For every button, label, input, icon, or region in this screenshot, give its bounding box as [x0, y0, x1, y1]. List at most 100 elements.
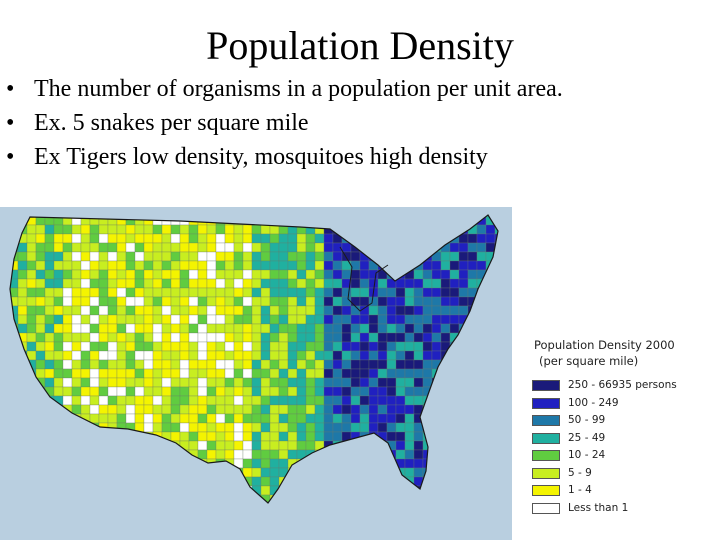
county-tile — [368, 224, 379, 235]
county-tile — [134, 278, 145, 289]
county-tile — [134, 386, 145, 397]
county-tile — [233, 422, 244, 433]
county-tile — [495, 522, 504, 531]
county-tile — [458, 278, 469, 289]
legend-item: 25 - 49 — [532, 432, 720, 445]
county-tile — [252, 522, 261, 531]
county-tile — [377, 305, 388, 316]
county-tile — [161, 476, 172, 487]
county-tile — [152, 350, 163, 361]
county-tile — [162, 522, 171, 531]
county-tile — [467, 242, 478, 253]
county-tile — [323, 233, 334, 244]
county-tile — [422, 332, 433, 343]
county-tile — [243, 531, 252, 540]
county-tile — [450, 513, 459, 522]
county-tile — [143, 413, 154, 424]
county-tile — [485, 278, 496, 289]
county-tile — [269, 233, 280, 244]
county-tile — [134, 359, 145, 370]
county-tile — [377, 377, 388, 388]
county-tile — [53, 422, 64, 433]
county-tile — [188, 278, 199, 289]
county-tile — [251, 251, 262, 262]
county-tile — [386, 305, 397, 316]
county-tile — [179, 350, 190, 361]
county-tile — [422, 323, 433, 334]
county-tile — [71, 359, 82, 370]
county-tile — [98, 359, 109, 370]
bullet-item: • The number of organisms in a populatio… — [0, 72, 720, 106]
county-tile — [216, 522, 225, 531]
county-tile — [170, 296, 181, 307]
county-tile — [62, 314, 73, 325]
county-tile — [395, 296, 406, 307]
county-tile — [98, 251, 109, 262]
county-tile — [189, 531, 198, 540]
county-tile — [494, 278, 498, 289]
county-tile — [206, 386, 217, 397]
county-tile — [35, 215, 46, 217]
county-tile — [98, 476, 109, 487]
county-tile — [440, 296, 451, 307]
county-tile — [224, 395, 235, 406]
county-tile — [350, 215, 361, 217]
county-tile — [161, 341, 172, 352]
county-tile — [107, 395, 118, 406]
county-tile — [350, 404, 361, 415]
county-tile — [116, 215, 127, 217]
bullet-symbol: • — [6, 110, 15, 136]
county-tile — [278, 269, 289, 280]
county-tile — [341, 395, 352, 406]
county-tile — [341, 485, 352, 496]
county-tile — [98, 269, 109, 280]
county-tile — [504, 333, 512, 342]
county-tile — [386, 413, 397, 424]
county-tile — [296, 287, 307, 298]
county-tile — [161, 350, 172, 361]
county-tile — [161, 260, 172, 271]
county-tile — [107, 359, 118, 370]
county-tile — [125, 341, 136, 352]
county-tile — [242, 296, 253, 307]
county-tile — [467, 215, 478, 217]
county-tile — [233, 296, 244, 307]
county-tile — [494, 296, 498, 307]
county-tile — [152, 440, 163, 451]
county-tile — [80, 386, 91, 397]
county-tile — [269, 341, 280, 352]
county-tile — [215, 305, 226, 316]
county-tile — [405, 531, 414, 540]
county-tile — [288, 531, 297, 540]
county-tile — [485, 431, 496, 442]
county-tile — [53, 476, 64, 487]
bullet-item: • Ex. 5 snakes per square mile — [0, 106, 720, 140]
county-tile — [494, 242, 498, 253]
county-tile — [485, 350, 496, 361]
county-tile — [449, 395, 460, 406]
county-tile — [251, 395, 262, 406]
county-tile — [89, 449, 100, 460]
county-tile — [170, 431, 181, 442]
county-tile — [431, 314, 442, 325]
county-tile — [26, 422, 37, 433]
county-tile — [332, 395, 343, 406]
county-tile — [260, 323, 271, 334]
county-tile — [467, 458, 478, 469]
county-tile — [116, 413, 127, 424]
county-tile — [27, 513, 36, 522]
county-tile — [36, 513, 45, 522]
county-tile — [53, 449, 64, 460]
county-tile — [440, 305, 451, 316]
county-tile — [189, 513, 198, 522]
county-tile — [251, 215, 262, 226]
county-tile — [260, 215, 271, 217]
county-tile — [134, 332, 145, 343]
county-tile — [188, 395, 199, 406]
county-tile — [323, 413, 334, 424]
county-tile — [10, 413, 19, 424]
county-tile — [413, 296, 424, 307]
county-tile — [395, 314, 406, 325]
county-tile — [485, 368, 496, 379]
county-tile — [278, 395, 289, 406]
